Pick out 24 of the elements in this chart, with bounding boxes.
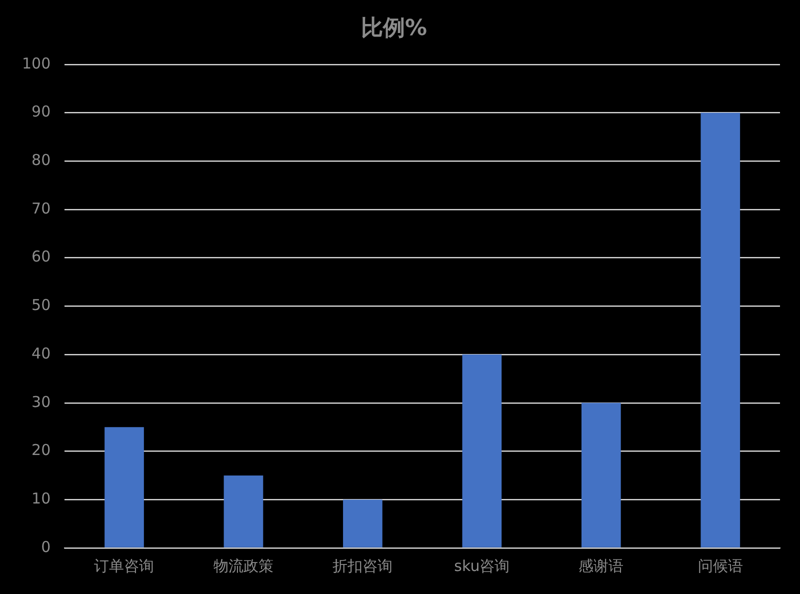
x-tick-label: 问候语 xyxy=(698,556,743,575)
bar xyxy=(343,500,382,548)
chart-title: 比例% xyxy=(360,16,428,41)
bar xyxy=(224,475,264,548)
bar xyxy=(462,354,502,548)
bar xyxy=(104,427,144,548)
y-tick-label: 90 xyxy=(32,102,51,121)
bar xyxy=(700,112,740,548)
y-tick-label: 30 xyxy=(32,392,51,411)
y-tick-label: 20 xyxy=(32,441,51,460)
y-tick-label: 60 xyxy=(32,248,51,266)
y-tick-label: 40 xyxy=(32,344,51,362)
y-tick-label: 80 xyxy=(32,151,51,170)
x-tick-label: 物流政策 xyxy=(213,556,274,575)
x-tick-label: 订单咨询 xyxy=(94,556,154,575)
x-tick-label: sku咨询 xyxy=(454,556,510,575)
x-tick-label: 折扣咨询 xyxy=(332,556,393,575)
x-tick-label: 感谢语 xyxy=(578,556,624,575)
bar xyxy=(581,402,621,548)
y-tick-label: 10 xyxy=(32,490,51,508)
y-tick-label: 70 xyxy=(32,199,51,218)
y-tick-label: 100 xyxy=(22,54,51,72)
y-tick-label: 0 xyxy=(41,538,51,556)
y-tick-label: 50 xyxy=(32,296,51,314)
